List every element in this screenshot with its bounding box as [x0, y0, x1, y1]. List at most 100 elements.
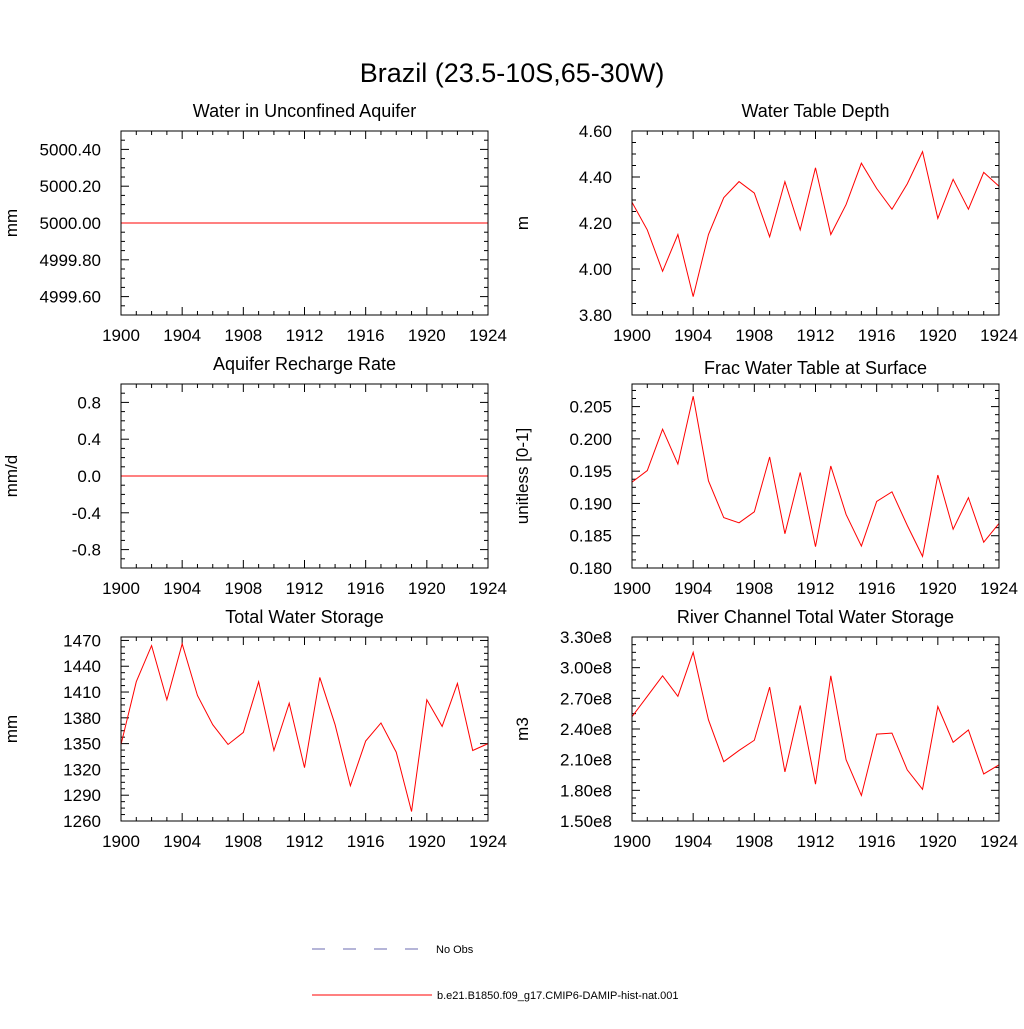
x-tick-label: 1920 [919, 832, 957, 851]
x-tick-label: 1924 [980, 579, 1018, 598]
x-tick-label: 1908 [735, 832, 773, 851]
x-tick-label: 1900 [102, 832, 140, 851]
x-tick-label: 1904 [163, 832, 201, 851]
y-tick-label: -0.8 [72, 541, 101, 560]
y-tick-label: 5000.20 [40, 177, 101, 196]
panel-1: Water in Unconfined Aquifer mm 1900 1904 190… [2, 101, 507, 345]
x-tick-label: 1900 [102, 326, 140, 345]
y-axis-label: unitless [0-1] [513, 428, 532, 524]
plot-frame [631, 130, 1000, 316]
y-tick-label: 1320 [63, 760, 101, 779]
y-tick-label: 0.195 [569, 462, 612, 481]
y-tick-label: 3.80 [579, 306, 612, 325]
x-tick-label: 1920 [408, 579, 446, 598]
y-tick-label: 0.180 [569, 559, 612, 578]
y-tick-label: 4.20 [579, 214, 612, 233]
y-tick-label: 2.40e8 [560, 720, 612, 739]
x-tick-label: 1904 [674, 832, 712, 851]
y-axis-label: m3 [513, 717, 532, 741]
x-tick-label: 1924 [469, 832, 507, 851]
y-tick-label: 0.200 [569, 430, 612, 449]
plot-frame [120, 383, 489, 569]
plot-frame [631, 383, 1000, 569]
x-tick-label: 1908 [224, 579, 262, 598]
y-tick-label: 1470 [63, 631, 101, 650]
panel-title: Total Water Storage [225, 607, 383, 627]
y-tick-label: 5000.40 [40, 140, 101, 159]
legend-label-no-obs: No Obs [436, 944, 474, 956]
y-axis-label: mm [2, 209, 21, 237]
y-tick-label: 5000.00 [40, 214, 101, 233]
series-line-1 [631, 396, 1000, 558]
y-tick-label: 4.40 [579, 168, 612, 187]
x-tick-label: 1916 [858, 579, 896, 598]
series-line-1 [631, 150, 1000, 297]
panel-title: Water in Unconfined Aquifer [193, 101, 416, 121]
y-tick-label: 2.10e8 [560, 751, 612, 770]
y-tick-label: 1410 [63, 683, 101, 702]
legend: No Obs b.e21.B1850.f09_g17.CMIP6-DAMIP-h… [312, 944, 679, 1002]
panel-5: Total Water Storage mm 1900 1904 1908 1912 191… [2, 607, 507, 851]
y-tick-label: 1380 [63, 709, 101, 728]
x-tick-label: 1904 [674, 579, 712, 598]
y-tick-label: 1290 [63, 786, 101, 805]
y-tick-label: -0.4 [72, 504, 101, 523]
y-tick-label: 1440 [63, 657, 101, 676]
x-tick-label: 1920 [919, 579, 957, 598]
series-line-1 [631, 650, 1000, 798]
x-tick-label: 1908 [735, 326, 773, 345]
x-tick-label: 1900 [613, 832, 651, 851]
x-tick-label: 1916 [347, 579, 385, 598]
panel-2: Water Table Depth m 1900 1904 1908 1912 1916 19… [513, 101, 1018, 345]
x-tick-label: 1908 [735, 579, 773, 598]
y-tick-label: 4999.80 [40, 251, 101, 270]
x-tick-label: 1904 [163, 326, 201, 345]
y-tick-label: 4999.60 [40, 288, 101, 307]
x-tick-label: 1912 [797, 832, 835, 851]
panel-title: River Channel Total Water Storage [677, 607, 954, 627]
x-tick-label: 1924 [469, 579, 507, 598]
x-tick-label: 1912 [286, 832, 324, 851]
x-tick-label: 1900 [102, 579, 140, 598]
x-tick-label: 1920 [408, 326, 446, 345]
x-tick-label: 1924 [469, 326, 507, 345]
y-tick-label: 1260 [63, 812, 101, 831]
y-axis-label: mm/d [2, 455, 21, 498]
x-tick-label: 1912 [797, 579, 835, 598]
x-tick-label: 1916 [858, 832, 896, 851]
y-tick-label: 0.0 [77, 467, 101, 486]
plot-frame [120, 636, 489, 822]
panel-title: Water Table Depth [741, 101, 889, 121]
y-tick-label: 2.70e8 [560, 689, 612, 708]
x-tick-label: 1924 [980, 326, 1018, 345]
y-tick-label: 1.80e8 [560, 781, 612, 800]
x-tick-label: 1904 [674, 326, 712, 345]
x-tick-label: 1924 [980, 832, 1018, 851]
y-tick-label: 0.8 [77, 393, 101, 412]
x-tick-label: 1916 [347, 326, 385, 345]
y-axis-label: mm [2, 715, 21, 743]
x-tick-label: 1912 [797, 326, 835, 345]
y-tick-label: 0.4 [77, 430, 101, 449]
y-tick-label: 3.30e8 [560, 628, 612, 647]
y-tick-label: 4.00 [579, 260, 612, 279]
plot-frame [120, 130, 489, 316]
x-tick-label: 1916 [347, 832, 385, 851]
plot-frame [631, 636, 1000, 822]
x-tick-label: 1920 [919, 326, 957, 345]
x-tick-label: 1908 [224, 832, 262, 851]
panel-title: Aquifer Recharge Rate [213, 354, 396, 374]
y-tick-label: 0.190 [569, 494, 612, 513]
panel-title: Frac Water Table at Surface [704, 358, 927, 378]
x-tick-label: 1900 [613, 326, 651, 345]
y-tick-label: 0.205 [569, 398, 612, 417]
panel-6: River Channel Total Water Storage m3 1900 1… [513, 607, 1018, 851]
x-tick-label: 1912 [286, 579, 324, 598]
legend-label-model: b.e21.B1850.f09_g17.CMIP6-DAMIP-hist-nat… [437, 990, 679, 1002]
x-tick-label: 1912 [286, 326, 324, 345]
x-tick-label: 1920 [408, 832, 446, 851]
x-tick-label: 1908 [224, 326, 262, 345]
figure-title: Brazil (23.5-10S,65-30W) [360, 58, 665, 88]
